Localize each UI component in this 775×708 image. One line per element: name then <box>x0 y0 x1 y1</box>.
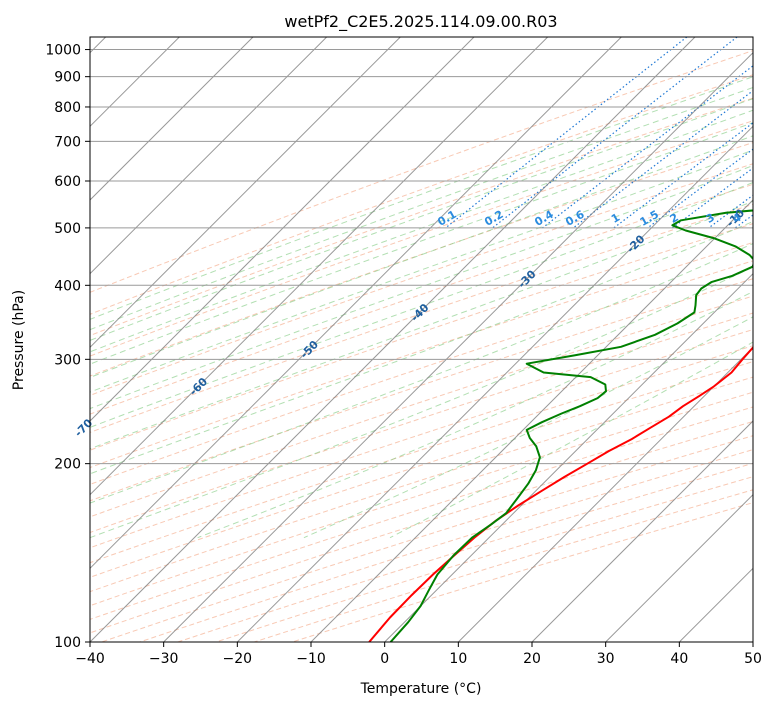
y-tick-label: 600 <box>54 174 81 190</box>
isotherm-line <box>384 272 753 642</box>
y-tick-label: 900 <box>54 70 81 86</box>
x-tick-label: 50 <box>744 651 762 667</box>
x-tick-label: −20 <box>223 651 253 667</box>
dry-adiabat-line <box>90 295 753 518</box>
dry-adiabat-line <box>90 223 753 451</box>
y-tick-label: 700 <box>54 134 81 150</box>
x-tick-label: 0 <box>380 651 389 667</box>
y-tick-label: 1000 <box>45 43 81 59</box>
isotherm-line <box>90 37 254 201</box>
x-tick-label: −10 <box>296 651 326 667</box>
x-tick-label: 30 <box>597 651 615 667</box>
dry-adiabat-line <box>90 278 753 502</box>
y-tick-label: 300 <box>54 352 81 368</box>
y-axis-ticks: 100 200 300 400 500 600 700 800 900 1000 <box>45 43 90 651</box>
chart-title: wetPf2_C2E5.2025.114.09.00.R03 <box>284 12 557 32</box>
profile-series <box>368 209 753 642</box>
isotherm-line <box>90 37 696 642</box>
x-tick-label: −30 <box>149 651 179 667</box>
isotherm-line <box>90 37 401 349</box>
isotherm-line <box>310 199 753 642</box>
y-tick-label: 400 <box>54 278 81 294</box>
isotherm-line <box>605 493 753 642</box>
isotherm-line <box>457 346 753 642</box>
dry-adiabat-line <box>90 312 753 534</box>
dry-adiabat-line <box>90 163 753 396</box>
temperature-profile-line <box>368 345 753 642</box>
x-tick-label: 10 <box>449 651 467 667</box>
isotherm-line <box>90 37 622 570</box>
y-axis-label: Pressure (hPa) <box>11 290 27 390</box>
isotherm-line <box>90 37 475 422</box>
isotherm-line <box>163 51 753 642</box>
y-tick-label: 100 <box>54 635 81 651</box>
dry-adiabat-line <box>90 329 753 549</box>
dry-adiabat-line <box>90 241 753 469</box>
mixing-ratio-line <box>672 167 753 229</box>
x-tick-label: −40 <box>75 651 105 667</box>
x-tick-label: 20 <box>523 651 541 667</box>
dry-adiabat-line <box>90 50 753 293</box>
dry-adiabat-line <box>90 97 753 337</box>
x-axis-ticks: −40 −30 −20 −10 0 10 20 30 40 50 <box>75 642 762 667</box>
x-axis-label: Temperature (°C) <box>360 681 482 697</box>
mixing-ratio-line <box>542 65 753 229</box>
dry-adiabat-line <box>90 345 753 564</box>
plot-frame <box>89 36 754 643</box>
isotherm-line <box>90 37 549 496</box>
dry-adiabat-line <box>90 376 753 593</box>
y-tick-label: 500 <box>54 221 81 237</box>
dry-adiabat-line <box>90 391 753 607</box>
isotherms <box>90 37 753 642</box>
dewpoint-profile-line <box>389 209 753 642</box>
pressure-gridlines <box>90 49 753 642</box>
y-tick-label: 200 <box>54 457 81 473</box>
isotherm-line <box>236 125 753 642</box>
dry-adiabat-line <box>90 142 753 377</box>
isotherm-line <box>90 37 328 275</box>
plot-area <box>90 37 753 642</box>
mixing-ratio-line <box>572 89 753 229</box>
x-tick-label: 40 <box>670 651 688 667</box>
dry-adiabat-line <box>90 361 753 578</box>
y-tick-label: 800 <box>54 100 81 116</box>
isotherm-line <box>531 420 753 642</box>
